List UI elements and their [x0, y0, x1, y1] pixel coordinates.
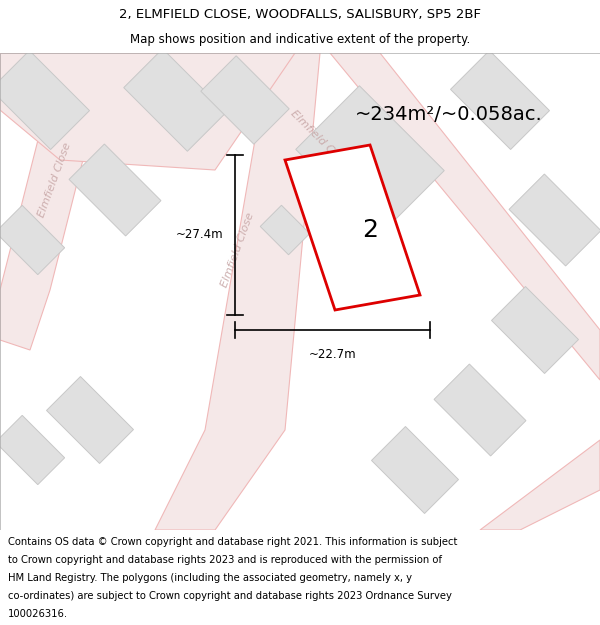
Text: to Crown copyright and database rights 2023 and is reproduced with the permissio: to Crown copyright and database rights 2… [8, 555, 442, 565]
Bar [451, 51, 550, 149]
Text: HM Land Registry. The polygons (including the associated geometry, namely x, y: HM Land Registry. The polygons (includin… [8, 572, 412, 582]
Text: Elmfield Close: Elmfield Close [37, 141, 73, 219]
Bar [434, 364, 526, 456]
Text: ~234m²/~0.058ac.: ~234m²/~0.058ac. [355, 106, 543, 124]
Polygon shape [0, 53, 295, 170]
Text: ~22.7m: ~22.7m [308, 348, 356, 361]
Text: 2: 2 [362, 218, 378, 242]
Text: Elmfield Close: Elmfield Close [220, 211, 256, 289]
Bar [0, 206, 65, 274]
Bar [201, 56, 289, 144]
Bar [69, 144, 161, 236]
Bar [491, 286, 578, 374]
Bar [0, 51, 89, 149]
Bar [124, 49, 226, 151]
Bar [296, 86, 444, 234]
Polygon shape [480, 440, 600, 530]
Bar [260, 205, 310, 255]
Bar [0, 416, 65, 484]
Text: Elmfield Close: Elmfield Close [289, 109, 352, 171]
Text: ~27.4m: ~27.4m [175, 229, 223, 241]
Text: Contains OS data © Crown copyright and database right 2021. This information is : Contains OS data © Crown copyright and d… [8, 537, 457, 547]
Text: Map shows position and indicative extent of the property.: Map shows position and indicative extent… [130, 33, 470, 46]
Polygon shape [155, 53, 320, 530]
Bar [47, 376, 133, 464]
Bar [509, 174, 600, 266]
Text: 100026316.: 100026316. [8, 609, 68, 619]
Bar [371, 426, 458, 514]
Polygon shape [0, 53, 110, 350]
Polygon shape [330, 53, 600, 380]
Polygon shape [285, 145, 420, 310]
Text: 2, ELMFIELD CLOSE, WOODFALLS, SALISBURY, SP5 2BF: 2, ELMFIELD CLOSE, WOODFALLS, SALISBURY,… [119, 8, 481, 21]
Text: co-ordinates) are subject to Crown copyright and database rights 2023 Ordnance S: co-ordinates) are subject to Crown copyr… [8, 591, 452, 601]
